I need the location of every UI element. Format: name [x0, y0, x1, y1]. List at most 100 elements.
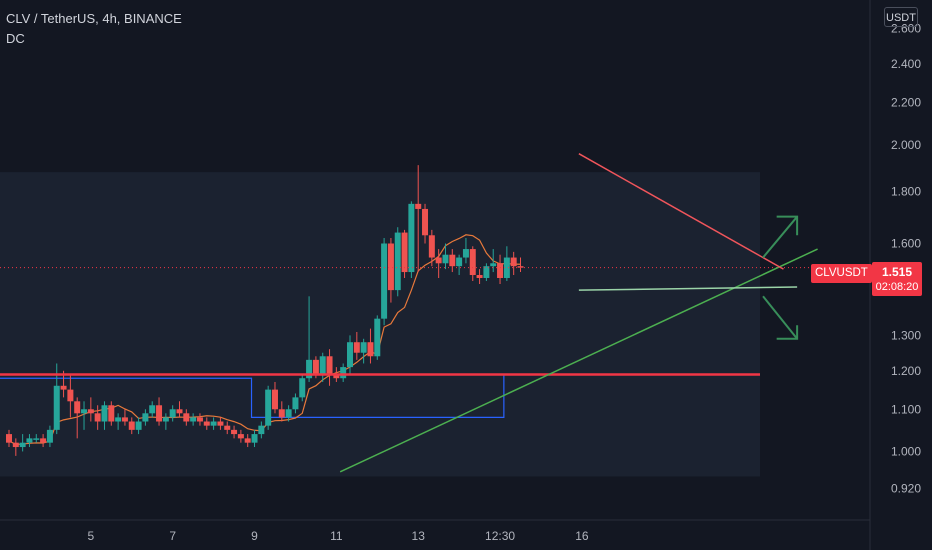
- candle-body: [483, 266, 490, 278]
- candle-body: [387, 243, 394, 291]
- candle-body: [183, 413, 190, 422]
- candle-body: [74, 401, 81, 414]
- candle-body: [340, 367, 347, 379]
- candle-body: [456, 257, 463, 267]
- candle-body: [401, 232, 408, 273]
- candle-body: [360, 342, 367, 353]
- candle-body: [462, 249, 469, 258]
- candle-body: [6, 434, 12, 443]
- candle-body: [156, 405, 163, 422]
- symbol-title: CLV / TetherUS, 4h, BINANCE: [6, 11, 182, 26]
- candle-body: [265, 389, 272, 426]
- candle-body: [449, 254, 456, 267]
- candle-body: [503, 257, 510, 278]
- candle-body: [128, 421, 135, 430]
- x-tick-label: 12:30: [485, 529, 515, 543]
- candle-body: [347, 342, 353, 368]
- candle-body: [217, 421, 224, 426]
- support-line: [578, 286, 798, 291]
- candle-body: [87, 409, 94, 414]
- candle-body: [435, 257, 442, 264]
- indicator-label[interactable]: DC: [6, 31, 25, 46]
- y-tick-label: 0.920: [891, 481, 921, 495]
- candle-body: [94, 413, 101, 422]
- candle-body: [333, 374, 340, 379]
- y-tick-label: 2.600: [891, 22, 921, 36]
- candle-body: [422, 208, 429, 236]
- candle-body: [469, 249, 476, 276]
- candle-body: [374, 318, 381, 357]
- candle-body: [169, 409, 176, 418]
- candle-body: [394, 232, 401, 291]
- candle-body: [142, 413, 149, 422]
- y-tick-label: 2.400: [891, 57, 921, 71]
- candle-body: [53, 385, 60, 430]
- candle-body: [210, 421, 217, 426]
- candle-body: [510, 257, 517, 267]
- candle-body: [306, 359, 313, 379]
- candle-body: [40, 438, 47, 443]
- candle-body: [258, 425, 265, 435]
- candle-body: [203, 421, 210, 426]
- y-tick-label: 2.200: [891, 96, 921, 110]
- candle-body: [367, 342, 374, 357]
- y-tick-label: 2.000: [891, 138, 921, 152]
- candle-body: [490, 263, 497, 267]
- candle-body: [231, 429, 238, 435]
- symbol-price-label: CLVUSDT: [811, 264, 872, 283]
- x-tick-label: 7: [169, 529, 176, 543]
- candle-body: [319, 356, 326, 375]
- last-price-badge: 1.515 02:08:20: [872, 262, 922, 296]
- candle-body: [224, 425, 231, 430]
- breakout-up-arrow: [762, 216, 798, 259]
- candle-body: [149, 405, 156, 414]
- candle-body: [415, 203, 422, 209]
- x-tick-label: 9: [251, 529, 258, 543]
- candle-body: [60, 385, 67, 390]
- candle-body: [46, 429, 53, 443]
- candle-body: [381, 243, 388, 319]
- candle-body: [312, 359, 319, 375]
- candle-body: [428, 235, 435, 258]
- candle-body: [67, 389, 74, 402]
- candle-body: [408, 203, 415, 273]
- last-price-value: 1.515: [881, 265, 913, 279]
- x-tick-label: 11: [330, 529, 343, 543]
- candle-body: [19, 442, 26, 448]
- candle-body: [292, 397, 299, 410]
- bar-countdown: 02:08:20: [875, 281, 919, 293]
- x-tick-label: 5: [87, 529, 94, 543]
- y-tick-label: 1.000: [891, 444, 921, 458]
- y-tick-label: 1.300: [891, 328, 921, 342]
- candle-body: [190, 417, 197, 422]
- down-arrowhead: [776, 325, 799, 340]
- candle-body: [353, 342, 360, 353]
- candle-body: [196, 417, 203, 422]
- candle-body: [271, 389, 278, 410]
- candle-body: [12, 442, 19, 448]
- candle-body: [115, 417, 122, 422]
- breakdown-down-arrow: [762, 295, 798, 340]
- candle-body: [237, 434, 244, 439]
- candle-body: [135, 421, 142, 430]
- currency-button[interactable]: USDT: [884, 7, 918, 27]
- candle-body: [285, 409, 292, 418]
- x-tick-label: 13: [412, 529, 426, 543]
- candle-body: [442, 254, 449, 264]
- x-tick-label: 16: [575, 529, 589, 543]
- candle-body: [278, 409, 285, 418]
- up-arrowhead: [776, 215, 799, 236]
- donchian-channel-line: [8, 234, 521, 446]
- candle-body: [251, 434, 258, 443]
- candle-body: [162, 417, 169, 422]
- candle-body: [81, 409, 88, 414]
- y-tick-label: 1.200: [891, 364, 921, 378]
- candle-body: [108, 405, 115, 422]
- candle-body: [121, 417, 128, 422]
- descending-trendline: [578, 153, 784, 270]
- candle-body: [26, 438, 33, 443]
- y-tick-label: 1.600: [891, 236, 921, 250]
- candle-body: [326, 356, 333, 375]
